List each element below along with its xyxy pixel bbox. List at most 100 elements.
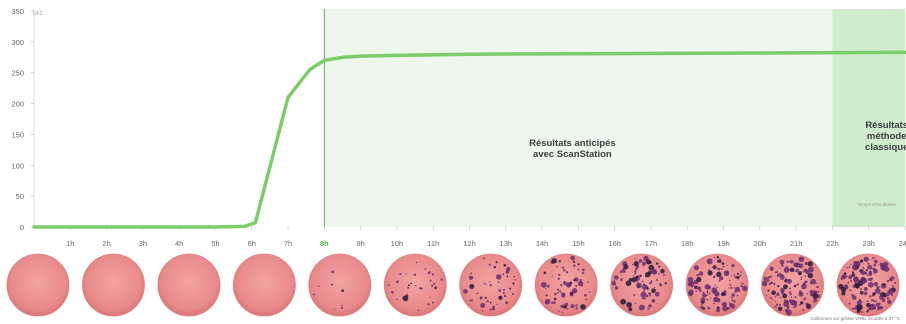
colony [867,267,869,269]
colony [649,295,652,297]
x-tick-label: 14h [536,239,549,248]
colony [415,261,418,264]
colony [634,258,636,260]
colony [882,283,886,286]
colony [879,262,884,267]
colony [413,273,417,277]
colony [883,292,885,295]
colony [479,296,483,300]
colony [779,259,785,265]
colony [493,265,497,269]
colony [658,265,661,268]
colony [860,288,863,291]
colony [687,276,694,283]
colony [799,292,803,295]
colony [694,285,698,290]
colony [736,275,740,280]
colony [878,305,883,310]
x-tick-label: 22h [826,239,839,248]
colony [468,275,474,280]
colony [728,287,730,289]
colony [698,271,704,276]
colony [566,307,569,310]
colony [853,276,859,283]
colony [816,285,819,288]
colony [778,272,782,277]
colony [558,310,560,313]
colony [860,292,862,294]
colony [879,293,882,296]
colony [654,291,660,297]
colony [774,305,777,308]
colony [869,295,872,298]
colony [879,294,885,301]
colony [570,304,575,309]
colony [641,284,648,290]
series-layer [32,50,906,229]
colony [718,279,721,282]
colony [702,291,705,294]
colony [470,299,473,302]
colony [585,298,588,301]
colony [577,268,580,271]
colony [870,303,874,307]
colony [723,290,727,293]
colony [645,259,651,265]
x-tick-label: 19h [717,239,730,248]
colony [848,275,853,280]
colony [866,300,869,303]
colony [614,286,619,290]
colony [483,282,486,285]
colony [771,298,773,300]
colony [582,268,585,271]
colony [696,276,702,283]
colony [427,271,431,275]
colony [872,293,874,296]
series-line-1 [32,50,906,229]
colony [800,278,803,281]
colony [651,269,658,275]
colony [846,266,848,269]
colony [628,278,633,282]
colony [706,258,713,265]
colony [786,260,789,264]
colony [716,255,720,259]
colony [551,275,553,277]
colony [715,308,721,313]
colony [789,260,794,264]
x-tick-label: 10h [391,239,404,248]
colony [722,265,725,268]
colony [387,284,390,287]
colony [863,268,865,270]
colony [715,293,718,296]
colony [794,304,797,307]
region-labels-layer: Résultats anticipés avec ScanStation Résul… [529,120,906,160]
colony [799,303,802,306]
colony [573,279,576,282]
colony [648,304,652,308]
colony [786,306,790,310]
colony [863,256,869,262]
colony [863,279,868,283]
colony [700,305,704,309]
colony [729,302,731,304]
colony [801,283,807,290]
colony [634,273,637,275]
colony [726,307,729,310]
colony [783,267,790,273]
petri-dish [459,253,523,317]
colony [551,258,557,264]
x-axis-label: Temps d'incubation [858,202,897,207]
colony [742,285,748,292]
colony [407,284,410,287]
petri-dish [6,253,70,317]
colony [637,281,639,283]
colony [638,259,643,263]
colony [859,259,864,263]
colony [720,267,723,270]
colony [792,300,798,306]
colony [809,290,813,294]
colony [553,301,556,304]
colony [502,288,506,291]
